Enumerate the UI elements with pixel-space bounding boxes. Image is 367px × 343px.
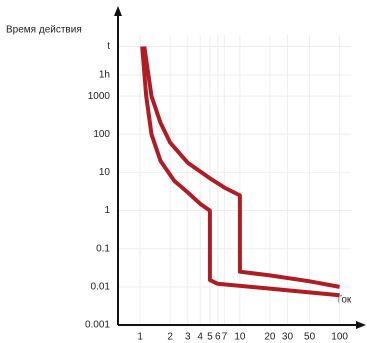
x-tick-label: 10 (234, 332, 246, 343)
y-tick-label: 1000 (88, 91, 111, 102)
x-tick-label: 2 (167, 332, 173, 343)
x-axis-label: Ток (336, 295, 352, 306)
y-tick-label: 1h (99, 70, 110, 81)
x-tick-label: 6 (215, 332, 221, 343)
y-tick-label: 100 (93, 129, 110, 140)
x-axis-arrow (356, 321, 366, 329)
y-tick-label: t (107, 41, 110, 52)
x-tick-label: 3 (185, 332, 191, 343)
x-tick-label: 30 (282, 332, 294, 343)
x-tick-label: 7 (222, 332, 228, 343)
trip-curve (140, 46, 340, 298)
x-tick-label: 100 (331, 332, 348, 343)
y-tick-label: 0.001 (85, 320, 110, 331)
x-tick-label: 5 (207, 332, 213, 343)
y-tick-label: 10 (99, 167, 111, 178)
x-tick-label: 4 (197, 332, 203, 343)
y-tick-label: 0.1 (96, 243, 110, 254)
trip-curve (142, 46, 340, 289)
y-axis-arrow (114, 6, 122, 16)
y-tick-label: 1 (104, 205, 110, 216)
x-tick-label: 20 (264, 332, 276, 343)
y-axis-label: Время действия (6, 25, 82, 36)
x-tick-label: 50 (304, 332, 316, 343)
x-tick-label: 1 (137, 332, 143, 343)
y-tick-label: 0.01 (91, 281, 111, 292)
